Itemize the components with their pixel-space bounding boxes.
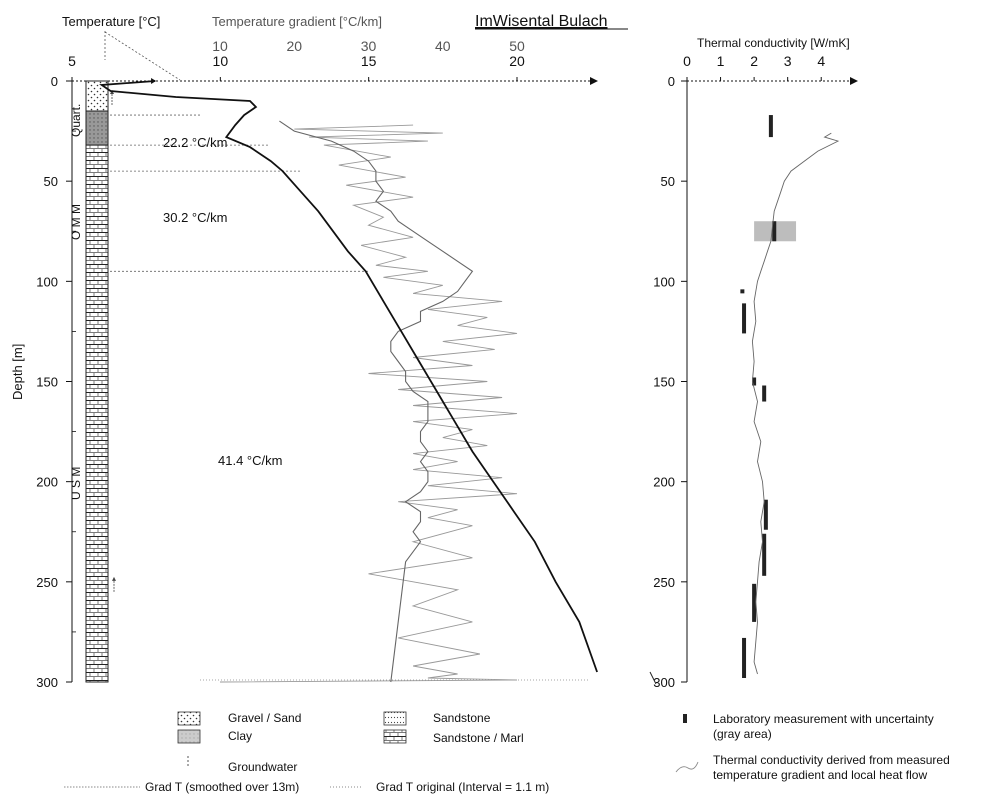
temperature-tick-label: 15 — [361, 53, 377, 69]
lithology-sandstone-marl — [85, 144, 109, 683]
annotation-gradient-3: 41.4 °C/km — [218, 453, 282, 468]
lab-measurement-bar — [768, 115, 773, 138]
legend-label-lab-2: (gray area) — [713, 727, 772, 741]
legend-swatch-gravel — [177, 711, 201, 726]
lab-measurement-bar — [752, 583, 757, 622]
chart-title: ImWisental Bulach — [475, 13, 608, 30]
series-temperature — [99, 80, 598, 673]
lithology-label-usm: U S M — [69, 467, 83, 500]
legend-label-gravel: Gravel / Sand — [228, 711, 301, 725]
tc-tick-label: 2 — [750, 53, 758, 69]
legend-label-grad-smooth: Grad T (smoothed over 13m) — [145, 780, 299, 794]
tc-depth-tick-label: 0 — [668, 74, 675, 89]
depth-tick-label: 0 — [51, 74, 58, 89]
right-plot-frame — [686, 77, 858, 682]
lab-measurement-bar — [752, 377, 757, 386]
legend-swatch-lab — [683, 714, 687, 723]
lithology-clay — [85, 110, 109, 146]
legend-swatch-clay — [177, 729, 201, 744]
tc-depth-tick-label: 100 — [653, 274, 675, 289]
depth-axis-label: Depth [m] — [10, 344, 25, 400]
temperature-tick-label: 10 — [213, 53, 229, 69]
legend-label-groundwater: Groundwater — [228, 760, 297, 774]
gradient-tick-label: 20 — [286, 38, 302, 54]
gradient-tick-label: 40 — [435, 38, 451, 54]
temperature-axis-label: Temperature [°C] — [62, 14, 160, 29]
lab-measurement-bar — [742, 303, 747, 334]
gradient-tick-label: 10 — [212, 38, 228, 54]
depth-tick-label: 200 — [36, 475, 58, 490]
left-series — [99, 78, 598, 683]
legend-label-sandstone: Sandstone — [433, 711, 491, 725]
lab-measurement-bar — [742, 637, 747, 678]
temperature-start-marker — [151, 78, 157, 84]
legend-line-tc — [675, 761, 699, 773]
gradient-tick-label: 50 — [509, 38, 525, 54]
depth-tick-label: 50 — [44, 174, 58, 189]
top-axis-arrow — [590, 77, 598, 85]
legend-label-clay: Clay — [228, 729, 252, 743]
depth-tick-label: 300 — [36, 675, 58, 690]
right-axis-ticks: 0 1 2 3 4 0 50 100 150 200 250 300 — [653, 53, 825, 690]
legend-label-grad-orig: Grad T original (Interval = 1.1 m) — [376, 780, 549, 794]
series-thermal-conductivity — [751, 132, 840, 675]
tc-axis-label: Thermal conductivity [W/mK] — [697, 36, 850, 50]
legend-swatch-marl — [383, 729, 407, 744]
left-legend: Gravel / Sand Clay Sandstone Sandstone /… — [64, 711, 549, 794]
depth-tick-label: 100 — [36, 274, 58, 289]
lithology-label-omm: O M M — [69, 204, 83, 240]
lithology-label-quart: Quart. — [69, 104, 83, 137]
stray-mark — [649, 671, 657, 685]
legend-label-tc-1: Thermal conductivity derived from measur… — [713, 753, 950, 767]
legend-swatch-sandstone — [383, 711, 407, 726]
tc-top-axis-arrow — [850, 77, 858, 85]
tc-tick-label: 3 — [784, 53, 792, 69]
tc-tick-label: 1 — [717, 53, 725, 69]
groundwater-arrowhead — [112, 576, 116, 581]
annotation-gradient-2: 30.2 °C/km — [163, 210, 227, 225]
legend-label-tc-2: temperature gradient and local heat flow — [713, 768, 927, 782]
tc-tick-label: 0 — [683, 53, 691, 69]
lab-measurement-bar — [762, 533, 767, 576]
lab-measurement-bar — [763, 499, 768, 530]
right-legend: Laboratory measurement with uncertainty … — [675, 712, 950, 782]
lab-measurement-bar — [762, 385, 767, 402]
temperature-tick-label: 5 — [68, 53, 76, 69]
legend-label-lab-1: Laboratory measurement with uncertainty — [713, 712, 934, 726]
tc-depth-tick-label: 200 — [653, 475, 675, 490]
depth-tick-label: 150 — [36, 375, 58, 390]
tc-depth-tick-label: 250 — [653, 575, 675, 590]
temperature-leader-line — [104, 31, 181, 81]
tc-depth-tick-label: 150 — [653, 375, 675, 390]
right-series — [649, 115, 840, 685]
series-gradient-smoothed — [279, 120, 474, 683]
gradient-tick-label: 30 — [361, 38, 377, 54]
annotation-gradient-1: 22.2 °C/km — [163, 135, 227, 150]
gradient-axis-label: Temperature gradient [°C/km] — [212, 14, 382, 29]
lab-measurement-bar — [740, 289, 745, 294]
tc-depth-tick-label: 50 — [661, 174, 675, 189]
tc-depth-tick-label: 300 — [653, 675, 675, 690]
left-plot-frame — [71, 77, 598, 682]
tc-tick-label: 4 — [817, 53, 825, 69]
lithology-column — [85, 80, 116, 683]
temperature-tick-label: 20 — [509, 53, 525, 69]
series-gradient-original — [219, 124, 518, 683]
legend-label-marl: Sandstone / Marl — [433, 731, 524, 745]
depth-tick-label: 250 — [36, 575, 58, 590]
lab-measurement-bar — [772, 221, 777, 242]
